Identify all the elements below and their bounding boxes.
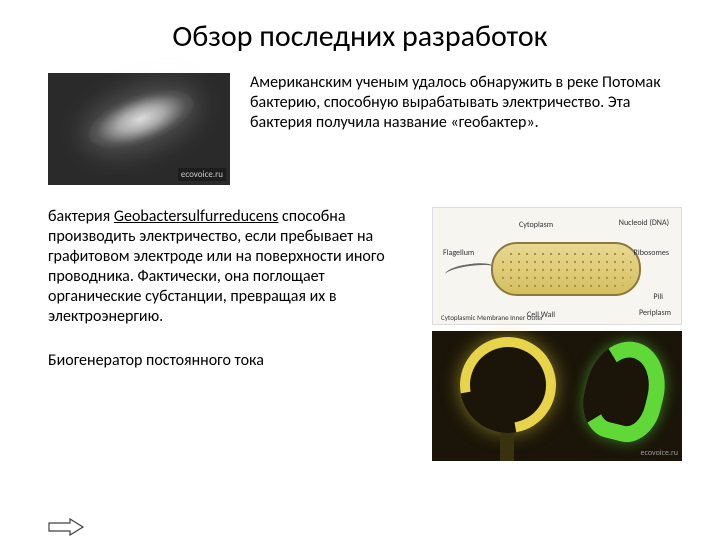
- para2-pre: бактерия: [48, 207, 114, 226]
- label-pili: Pili: [653, 292, 663, 302]
- label-nucleoid: Nucleoid (DNA): [619, 218, 669, 228]
- para2-underlined: Geobactersulfurreducens: [114, 207, 279, 226]
- image-bacteria-microscope: ecovoice.ru: [48, 73, 230, 185]
- row-1: ecovoice.ru Американским ученым удалось …: [0, 73, 720, 185]
- label-periplasm: Periplasm: [639, 308, 671, 318]
- label-ribosomes: Ribosomes: [634, 248, 669, 258]
- yellow-ring-shape: [441, 318, 575, 452]
- cell-dots-pattern: [499, 250, 633, 288]
- image-1-watermark: ecovoice.ru: [178, 168, 226, 181]
- image-biogenerator-photo: ecovoice.ru: [432, 331, 682, 461]
- image-3-watermark: ecovoice.ru: [641, 448, 678, 458]
- paragraph-biogenerator: Биогенератор постоянного тока: [48, 351, 414, 370]
- label-membrane: Cytoplasmic Membrane Inner Outer: [441, 314, 543, 322]
- column-right: Flagellum Cytoplasm Nucleoid (DNA) Ribos…: [432, 207, 682, 461]
- green-curve-shape: [575, 333, 675, 449]
- arrow-right-icon: [48, 518, 84, 536]
- electrode-stem: [500, 433, 514, 461]
- flagellum-shape: [444, 261, 495, 282]
- page-title: Обзор последних разработок: [0, 18, 720, 55]
- cell-body-shape: [491, 242, 641, 296]
- bacteria-glow-shape: [81, 78, 201, 161]
- row-2: бактерия Geobactersulfurreducens способн…: [0, 207, 720, 461]
- column-left: бактерия Geobactersulfurreducens способн…: [48, 207, 414, 461]
- label-flagellum: Flagellum: [443, 248, 474, 258]
- paragraph-intro: Американским ученым удалось обнаружить в…: [250, 73, 682, 185]
- label-cytoplasm: Cytoplasm: [519, 220, 553, 230]
- paragraph-geobacter: бактерия Geobactersulfurreducens способн…: [48, 207, 414, 327]
- image-bacteria-diagram: Flagellum Cytoplasm Nucleoid (DNA) Ribos…: [432, 207, 682, 325]
